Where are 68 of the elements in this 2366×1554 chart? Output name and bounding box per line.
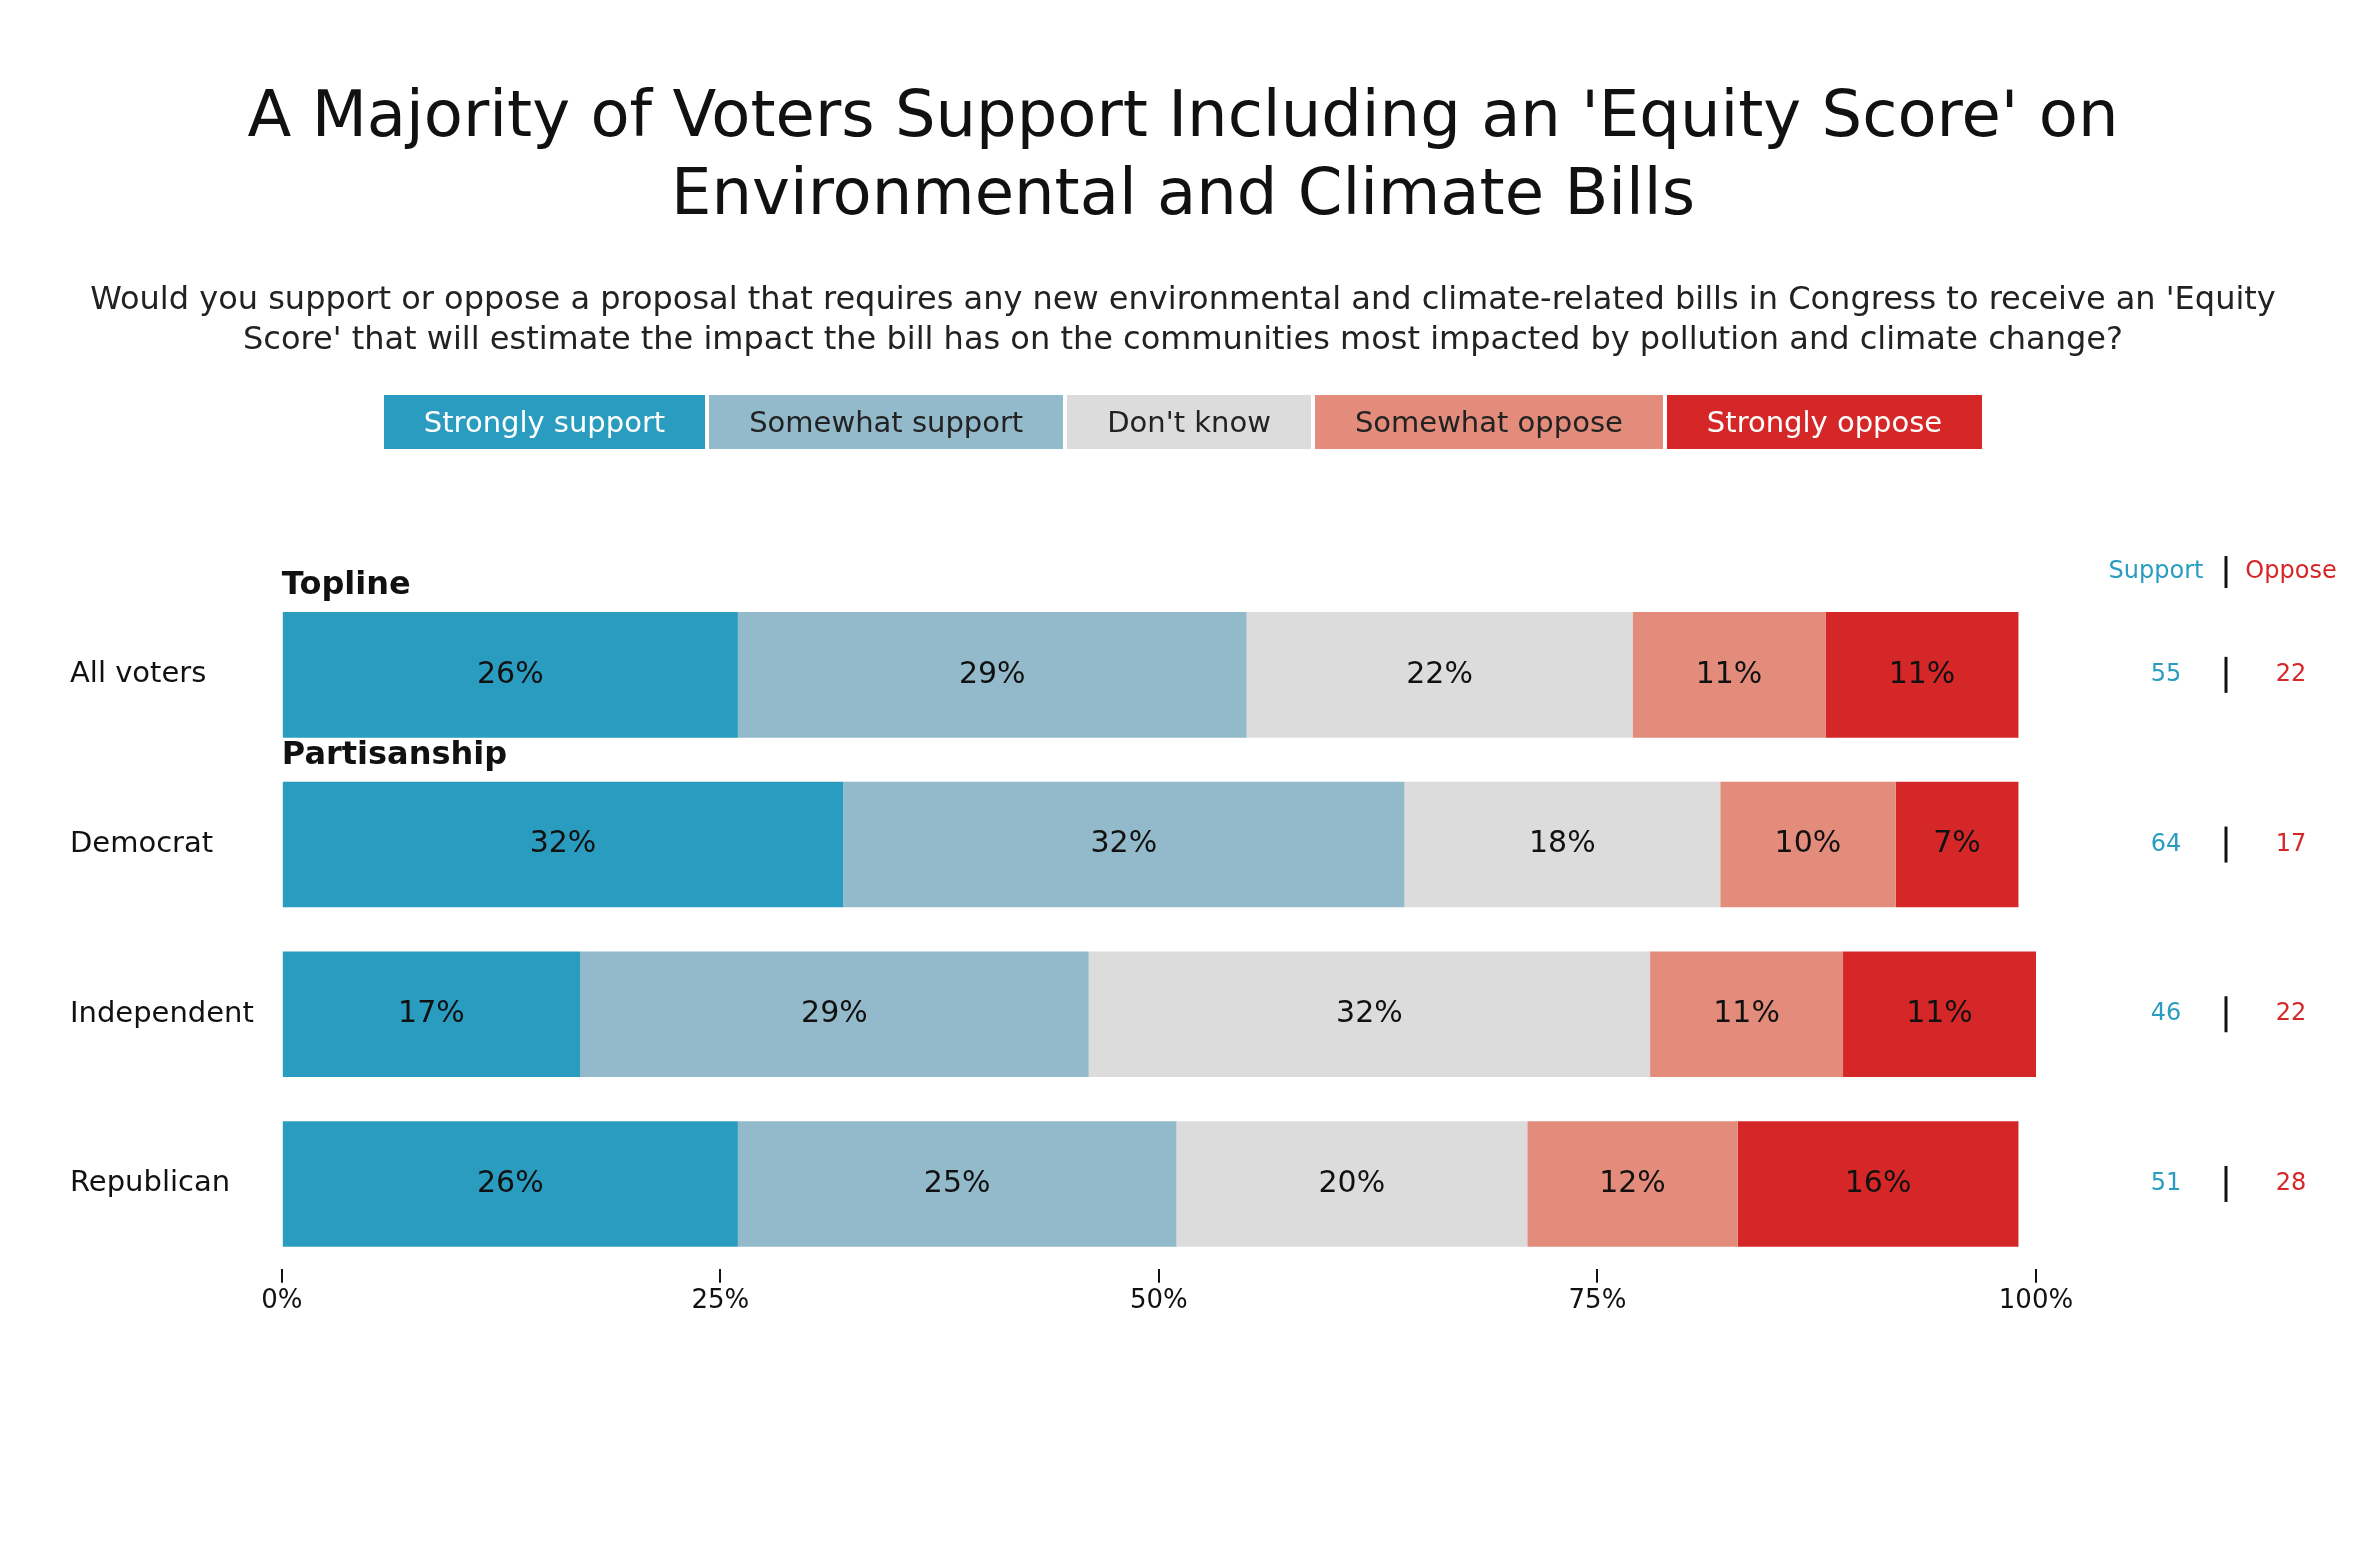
bar bbox=[1895, 781, 2019, 908]
bar bbox=[737, 1121, 1177, 1247]
text: Support bbox=[2108, 556, 2204, 585]
bar bbox=[843, 781, 1405, 908]
x-tick-label: 25% bbox=[691, 1284, 750, 1315]
bar bbox=[1088, 951, 1651, 1078]
bar bbox=[282, 781, 844, 908]
annotation: Partisanship bbox=[281, 734, 508, 773]
data-label: 11% bbox=[1713, 994, 1780, 1030]
data-label: 12% bbox=[1599, 1163, 1666, 1199]
text: Strongly support bbox=[383, 395, 706, 449]
text: 28 bbox=[2275, 1168, 2307, 1197]
text: 55 bbox=[2150, 659, 2182, 688]
text: 22 bbox=[2275, 998, 2307, 1027]
y-tick-label: All voters bbox=[70, 655, 207, 690]
y-tick-label: Democrat bbox=[70, 825, 214, 860]
data-label: 26% bbox=[477, 654, 544, 690]
x-tick-label: 0% bbox=[261, 1284, 303, 1315]
bar bbox=[1176, 1121, 1528, 1247]
x-tick-label: 50% bbox=[1130, 1284, 1188, 1315]
data-label: 11% bbox=[1906, 994, 1973, 1030]
data-label: 25% bbox=[923, 1163, 991, 1199]
data-label: 18% bbox=[1529, 824, 1596, 860]
bar bbox=[1246, 612, 1633, 738]
text: Strongly oppose bbox=[1666, 395, 1983, 449]
bar bbox=[1632, 612, 1826, 738]
text: 17 bbox=[2275, 828, 2307, 857]
text: Somewhat oppose bbox=[1314, 395, 1663, 449]
y-tick-label: Republican bbox=[70, 1164, 231, 1199]
text: Somewhat support bbox=[709, 395, 1064, 449]
x-tick-label: 75% bbox=[1568, 1284, 1627, 1315]
data-label: 32% bbox=[529, 824, 597, 860]
data-label: 7% bbox=[1933, 824, 1981, 860]
bar bbox=[1527, 1121, 1738, 1247]
data-label: 22% bbox=[1406, 654, 1473, 690]
data-label: 29% bbox=[801, 994, 868, 1030]
bar bbox=[1404, 781, 1721, 908]
bar bbox=[737, 612, 1247, 738]
data-label: 32% bbox=[1090, 824, 1158, 860]
bar bbox=[1825, 612, 2019, 738]
text: Oppose bbox=[2245, 556, 2337, 585]
text: 46 bbox=[2150, 998, 2182, 1027]
data-label: 20% bbox=[1318, 1163, 1386, 1199]
chart-subtitle: Would you support or oppose a proposal that requires any new environmental and climate-related bills in Congress to receive an 'Equity Score' that will estimate the impact the bill has on the communities most impacted by pollution and climate change? bbox=[89, 278, 2277, 358]
bar bbox=[1843, 951, 2036, 1078]
data-label: 32% bbox=[1336, 994, 1403, 1030]
text: Don't know bbox=[1067, 395, 1311, 449]
data-label: 11% bbox=[1888, 654, 1956, 690]
bar bbox=[580, 951, 1089, 1078]
text: 64 bbox=[2150, 828, 2182, 857]
chart-title: A Majority of Voters Support Including an 'Equity Score' on Environmental and Climate Bills bbox=[246, 76, 2120, 231]
data-label: 11% bbox=[1695, 654, 1763, 690]
data-label: 29% bbox=[958, 654, 1026, 690]
text: 22 bbox=[2275, 659, 2307, 688]
data-label: 17% bbox=[398, 994, 465, 1030]
bar bbox=[1720, 781, 1896, 908]
text: 51 bbox=[2150, 1168, 2182, 1197]
bar bbox=[282, 951, 581, 1078]
bar bbox=[1737, 1121, 2019, 1247]
y-tick-label: Independent bbox=[70, 994, 254, 1029]
annotation: Topline bbox=[281, 564, 411, 603]
data-label: 26% bbox=[477, 1163, 544, 1199]
data-label: 16% bbox=[1844, 1163, 1912, 1199]
bar bbox=[282, 612, 738, 738]
bar bbox=[282, 1121, 738, 1247]
data-label: 10% bbox=[1774, 824, 1842, 860]
x-tick-label: 100% bbox=[1998, 1284, 2074, 1315]
bar bbox=[1650, 951, 1844, 1078]
